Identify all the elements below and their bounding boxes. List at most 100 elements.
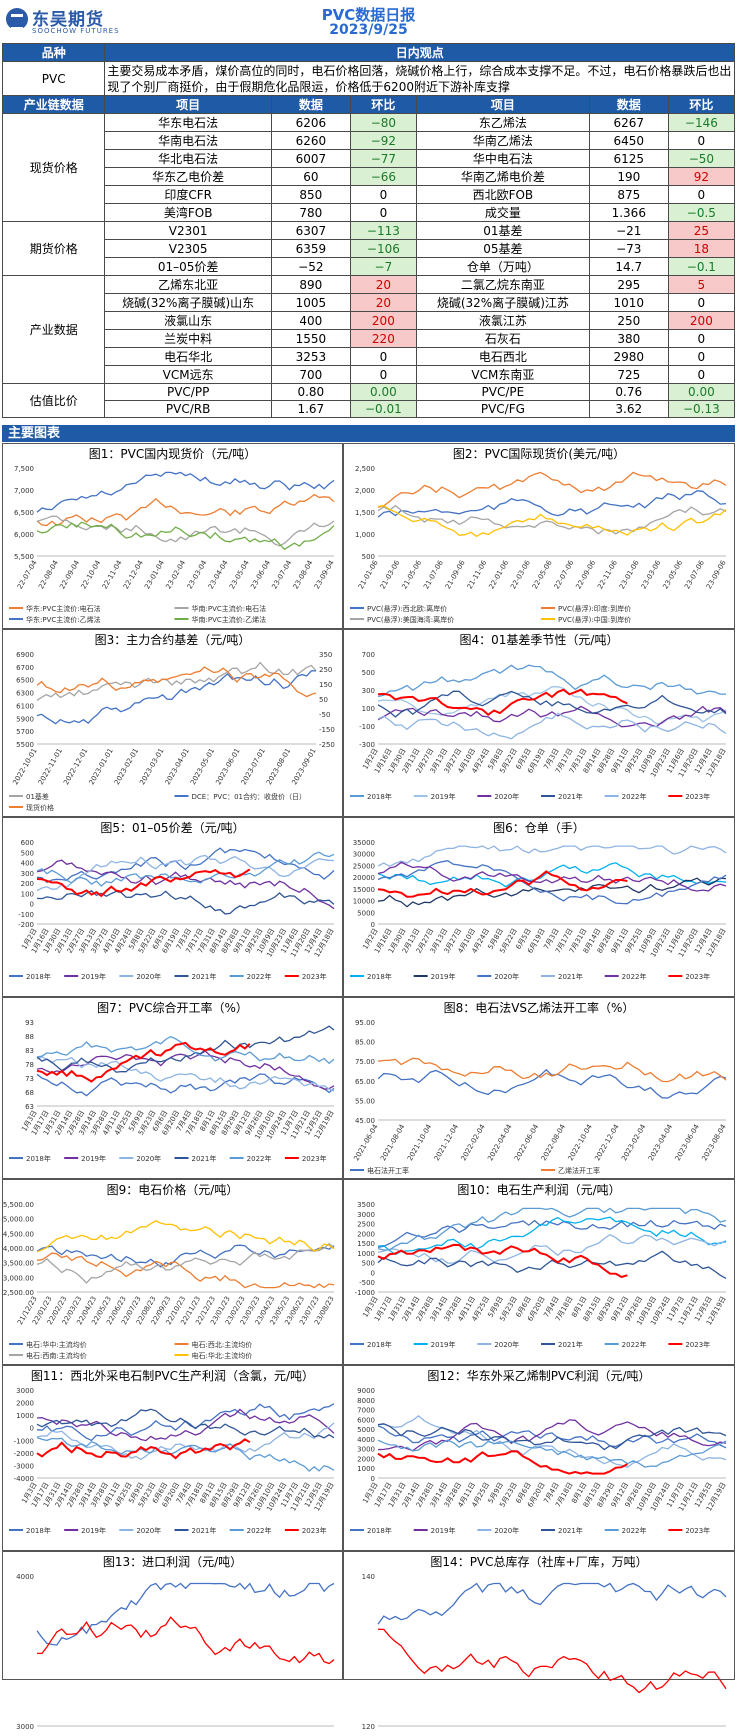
cell-item: 电石西北	[415, 347, 590, 366]
cell-change: 0	[349, 365, 417, 384]
cell-value: −73	[588, 239, 669, 258]
x-tick-label: 23-04-04	[207, 559, 230, 591]
x-tick-label: 2022-04-04	[486, 1123, 514, 1163]
y-tick-label: 55.00	[355, 1097, 375, 1105]
cell-change: 0	[667, 365, 736, 384]
chart-svg: 700500300100-100-3001月2日1月16日1月30日2月13日2…	[350, 651, 728, 801]
chart-10: 图10：电石生产利润（元/吨） 3500 3000 2500 2000 1500 1000 5…	[343, 1179, 735, 1365]
series-line	[377, 1425, 727, 1449]
y-tick-label: -4000	[14, 1475, 34, 1483]
series-line	[36, 847, 335, 884]
y-tick-label: -2000	[14, 1450, 34, 1458]
chart-3: 图3：主力合约基差（元/吨） 6900 6700 6500 6300 6100 5900 57…	[2, 629, 343, 817]
report-date: 2023/9/25	[329, 22, 408, 38]
y-tick-label: 140	[362, 1573, 375, 1581]
y-tick-label: 65.00	[355, 1078, 375, 1086]
series-line	[36, 493, 335, 527]
logo-cn: 东吴期货	[32, 10, 104, 30]
y-tick-label: 1000	[357, 1250, 375, 1258]
chart-title: 图7：PVC综合开工率（%）	[97, 1001, 248, 1015]
x-tick-label: 2023-05-01	[189, 747, 216, 786]
cell-change: 92	[667, 167, 736, 186]
legend-label: 2023年	[685, 972, 710, 981]
series-line	[377, 504, 727, 538]
series-line	[377, 1450, 628, 1475]
legend-label: 华南:PVC主流价:电石法	[192, 604, 267, 613]
cell-item: 液氯山东	[104, 311, 272, 330]
y-tick-label: 10000	[353, 898, 375, 906]
cell-item: 01–05价差	[104, 257, 272, 276]
x-tick-label: 2023-03-01	[138, 747, 165, 786]
cell-value: 780	[270, 203, 351, 222]
y-tick-label: 35000	[353, 839, 375, 847]
y-tick-label: 4,000.00	[3, 1245, 34, 1253]
view-col-variety: 品种	[1, 43, 106, 62]
chart-title: 图4：01基差季节性（元/吨）	[459, 633, 619, 647]
series-line	[36, 666, 317, 698]
cell-item: V2301	[104, 221, 272, 240]
company-logo: 东吴期货 SOOCHOW FUTURES	[6, 4, 146, 38]
series-line	[377, 705, 727, 728]
legend-label: 2022年	[622, 1526, 647, 1535]
legend-label: 2019年	[431, 1340, 456, 1349]
cell-value: 60	[270, 167, 351, 186]
cell-value: 1005	[270, 293, 351, 312]
y-tick-label: 6300	[16, 690, 34, 698]
x-tick-label: 2023-07-01	[240, 747, 267, 786]
chart-title: 图2：PVC国际现货价(美元/吨）	[452, 447, 626, 461]
y-tick-label: 6500	[16, 677, 34, 685]
y2-tick-label: -50	[319, 711, 330, 719]
cell-value: 14.7	[588, 257, 669, 276]
y-tick-label: 5700	[16, 728, 34, 736]
y-tick-label: 15000	[353, 886, 375, 894]
series-line	[377, 664, 727, 698]
cell-change: 5	[667, 275, 736, 294]
cell-value: 0.76	[588, 383, 669, 401]
x-tick-label: 2022-06-04	[513, 1123, 541, 1163]
cell-value: 6260	[270, 131, 351, 150]
x-tick-label: 2023-06-01	[214, 747, 241, 786]
y2-tick-label: -150	[319, 726, 335, 734]
cell-change: 18	[667, 239, 736, 258]
chart-8: 图8：电石法VS乙烯法开工率（%） 95.00 85.00 75.00 65.00 55.…	[343, 997, 735, 1179]
cell-change: −113	[349, 221, 417, 240]
legend-label: 2019年	[81, 1154, 106, 1163]
legend-label: 2023年	[302, 1154, 327, 1163]
cell-value: 6125	[588, 149, 669, 168]
series-line	[36, 1073, 335, 1097]
cell-item: VCM远东	[104, 365, 272, 384]
series-line	[377, 688, 628, 716]
view-col-opinion: 日内观点	[104, 43, 735, 62]
cell-value: −21	[588, 221, 669, 240]
x-tick-label: 2022-10-04	[567, 1123, 595, 1163]
y-tick-label: -3000	[14, 1462, 34, 1470]
cell-change: −106	[349, 239, 417, 258]
cell-value: 725	[588, 365, 669, 384]
cell-item: 兰炭中料	[104, 329, 272, 348]
legend-label: PVC(悬浮):美国海湾:离岸价	[367, 615, 454, 624]
cell-value: 6307	[270, 221, 351, 240]
group-label: 现货价格	[1, 113, 106, 222]
legend-label: 2018年	[367, 1340, 392, 1349]
charts-section-title: 主要图表	[2, 425, 735, 442]
chart-svg: 6005004003002001000-100-2001月2日1月16日1月30…	[9, 839, 336, 981]
y-tick-label: 100	[362, 705, 375, 713]
chart-svg: 2,5002,0001,5001,00050021-01-0621-03-062…	[350, 465, 728, 624]
chart-title: 图5：01–05价差（元/吨）	[100, 821, 245, 835]
y-tick-label: 6700	[16, 664, 34, 672]
cell-item: 东乙烯法	[415, 113, 590, 132]
chart-title: 图14：PVC总库存（社库+厂库，万吨）	[430, 1555, 648, 1569]
cell-item: 仓单（万吨）	[415, 257, 590, 276]
chart-13: 图13：进口利润（元/吨） 4000 3000	[2, 1551, 343, 1731]
y-tick-label: 88	[25, 1033, 34, 1041]
legend-label: 2018年	[26, 1526, 51, 1535]
cell-item: 成交量	[415, 203, 590, 222]
cell-value: 6359	[270, 239, 351, 258]
x-tick-label: 2023-08-01	[265, 747, 292, 786]
x-tick-label: 22-01-06	[487, 559, 510, 591]
legend-label: 华东:PVC主流价:乙烯法	[26, 615, 101, 624]
x-tick-label: 2022-02-04	[460, 1123, 488, 1163]
series-line	[377, 1207, 727, 1251]
series-line	[36, 1035, 335, 1065]
series-line	[377, 877, 727, 908]
